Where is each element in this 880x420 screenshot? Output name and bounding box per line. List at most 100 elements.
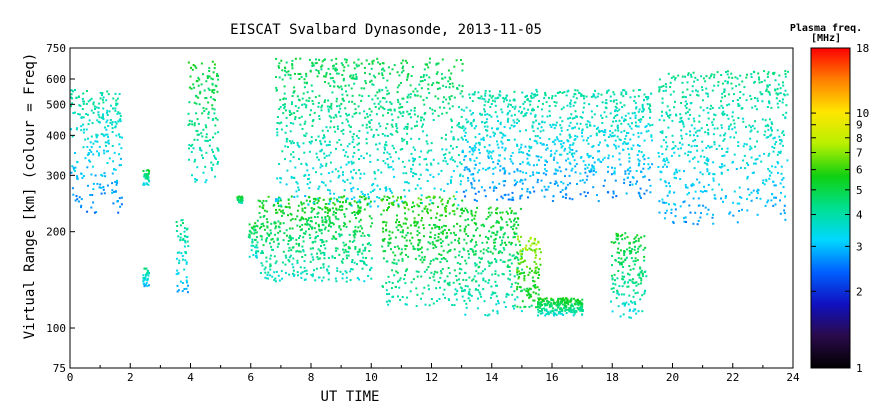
data-point	[347, 245, 350, 248]
data-point	[403, 236, 406, 239]
data-point	[550, 126, 553, 128]
data-point	[572, 142, 575, 145]
data-point	[637, 164, 640, 167]
data-point	[401, 160, 404, 163]
data-point	[597, 143, 600, 146]
data-point	[732, 201, 735, 204]
data-point	[401, 115, 404, 117]
data-point	[437, 236, 440, 239]
data-point	[406, 74, 409, 77]
data-point	[632, 295, 635, 298]
data-point	[412, 210, 415, 213]
data-point	[274, 277, 277, 280]
data-point	[499, 94, 502, 97]
data-point	[423, 158, 426, 161]
data-point	[623, 120, 625, 122]
data-point	[776, 153, 779, 156]
data-point	[598, 129, 601, 132]
data-point	[517, 238, 519, 241]
data-point	[200, 154, 203, 157]
data-point	[315, 235, 318, 238]
y-tick-label: 600	[46, 73, 66, 86]
data-point	[501, 136, 504, 139]
data-point	[777, 171, 779, 174]
data-point	[525, 290, 528, 293]
data-point	[488, 264, 491, 267]
data-point	[501, 142, 504, 145]
data-point	[277, 65, 280, 68]
data-point	[468, 291, 471, 293]
data-point	[335, 212, 337, 214]
data-point	[616, 237, 619, 240]
data-point	[444, 279, 447, 282]
data-point	[706, 124, 708, 126]
data-point	[418, 241, 421, 244]
data-point	[89, 99, 92, 102]
data-point	[175, 221, 178, 223]
data-point	[386, 89, 389, 92]
data-point	[118, 135, 121, 138]
data-point	[468, 146, 471, 148]
data-point	[334, 277, 337, 280]
data-point	[425, 268, 428, 271]
data-point	[327, 265, 330, 268]
data-point	[665, 157, 668, 160]
data-point	[696, 149, 699, 152]
data-point	[115, 104, 118, 107]
data-point	[333, 126, 336, 129]
data-point	[614, 283, 617, 286]
data-point	[513, 99, 516, 102]
data-point	[309, 113, 312, 116]
data-point	[674, 77, 677, 79]
data-point	[689, 94, 692, 97]
data-point	[321, 129, 324, 132]
data-point	[108, 157, 111, 160]
data-point	[504, 134, 507, 137]
data-point	[381, 106, 384, 109]
data-point	[335, 72, 338, 75]
data-point	[582, 111, 584, 114]
data-point	[357, 58, 360, 61]
data-point	[444, 153, 447, 156]
data-point	[177, 289, 180, 292]
data-point	[570, 113, 573, 116]
data-point	[255, 250, 258, 253]
data-point	[600, 130, 603, 132]
data-point	[384, 148, 386, 151]
data-point	[616, 251, 619, 254]
data-point	[477, 142, 480, 144]
data-point	[573, 297, 575, 300]
data-point	[611, 278, 614, 281]
data-point	[779, 150, 782, 153]
data-point	[442, 257, 445, 260]
data-point	[526, 190, 529, 193]
data-point	[401, 67, 404, 70]
data-point	[398, 84, 401, 87]
data-point	[412, 146, 415, 149]
data-point	[429, 260, 432, 263]
data-point	[686, 102, 688, 105]
data-point	[623, 282, 626, 285]
data-point	[385, 186, 387, 189]
data-point	[611, 277, 614, 280]
data-point	[413, 205, 416, 208]
data-point	[352, 234, 355, 237]
data-point	[672, 90, 675, 93]
data-point	[364, 71, 366, 74]
data-point	[579, 172, 582, 175]
data-point	[513, 304, 516, 307]
data-point	[449, 98, 451, 101]
data-point	[347, 84, 350, 87]
data-point	[526, 249, 529, 251]
data-point	[516, 273, 519, 276]
data-point	[502, 134, 505, 137]
data-point	[693, 144, 696, 147]
data-point	[317, 200, 320, 202]
data-point	[357, 204, 360, 207]
data-point	[633, 301, 636, 304]
data-point	[308, 223, 311, 226]
data-point	[478, 179, 481, 182]
data-point	[481, 121, 484, 123]
data-point	[318, 228, 321, 231]
data-point	[324, 218, 327, 221]
